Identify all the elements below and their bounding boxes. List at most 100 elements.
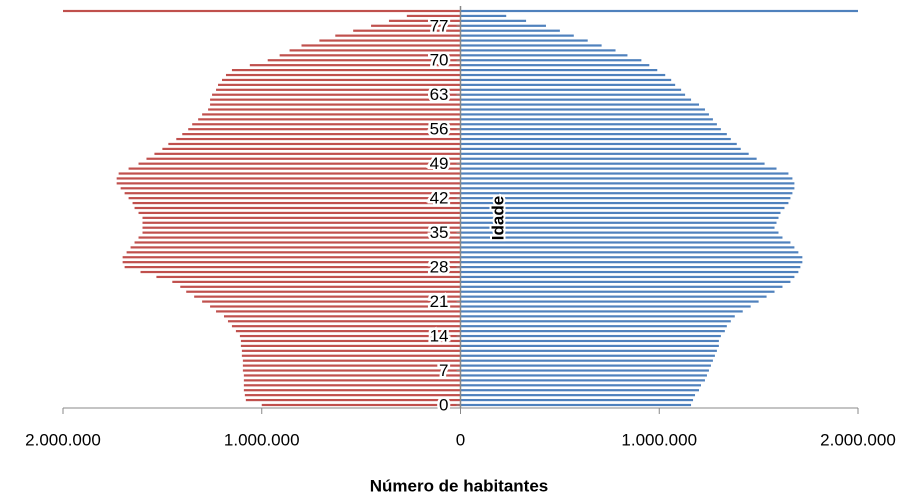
- bar: [460, 93, 686, 96]
- bar: [134, 241, 461, 244]
- bar: [242, 369, 461, 372]
- bar: [460, 251, 799, 254]
- bar: [235, 330, 461, 333]
- bar: [460, 325, 727, 328]
- bar: [120, 187, 461, 190]
- bar: [138, 211, 461, 215]
- bar: [168, 142, 461, 146]
- bar: [460, 83, 676, 86]
- bar: [460, 344, 719, 347]
- y-tick-label: 28: [430, 258, 449, 277]
- bar: [460, 374, 707, 377]
- bar: [460, 29, 560, 32]
- x-tick-label: 2.000.000: [820, 430, 896, 449]
- bar: [460, 339, 719, 343]
- bar: [460, 246, 795, 249]
- y-axis-label: Idade: [488, 196, 507, 240]
- bar: [249, 64, 461, 67]
- bar: [202, 300, 461, 303]
- bar: [335, 34, 461, 37]
- bar: [460, 147, 741, 150]
- bar: [162, 147, 461, 150]
- x-tick-label: 1.000.000: [621, 430, 697, 449]
- bar: [460, 275, 795, 279]
- bar: [301, 44, 461, 47]
- bar: [212, 93, 461, 96]
- bar: [267, 59, 461, 62]
- bar: [460, 103, 699, 106]
- bar: [460, 206, 785, 210]
- bar: [245, 398, 461, 402]
- bar: [460, 182, 795, 185]
- bar: [460, 394, 696, 397]
- bar: [460, 330, 725, 333]
- bar: [460, 201, 789, 205]
- bar: [176, 137, 461, 141]
- bar: [289, 49, 461, 52]
- bar: [460, 270, 799, 274]
- bar: [460, 152, 749, 155]
- bar: [118, 172, 461, 175]
- bar: [210, 103, 461, 106]
- bar: [198, 118, 461, 121]
- bar: [460, 241, 791, 244]
- bar: [231, 325, 461, 328]
- bar: [216, 310, 461, 313]
- bar: [242, 359, 461, 362]
- bar: [142, 216, 461, 219]
- bar: [240, 344, 461, 347]
- bar: [460, 216, 779, 219]
- bar: [460, 49, 616, 52]
- x-tick-label: 2.000.000: [25, 430, 101, 449]
- bar: [460, 266, 801, 269]
- y-tick-label: 7: [439, 361, 448, 380]
- bar: [460, 310, 743, 313]
- bar: [134, 206, 461, 210]
- bar: [460, 334, 721, 338]
- bar: [240, 339, 461, 343]
- bar: [222, 78, 461, 82]
- bar: [460, 167, 777, 170]
- bar: [319, 39, 461, 42]
- bar: [460, 403, 692, 407]
- x-tick-label: 1.000.000: [224, 430, 300, 449]
- bar: [122, 256, 461, 259]
- y-tick-label: 14: [430, 327, 449, 346]
- bar: [223, 315, 461, 318]
- bar: [460, 78, 672, 82]
- bar: [138, 162, 461, 165]
- bar: [210, 98, 461, 101]
- bar: [243, 374, 461, 377]
- bar: [146, 157, 461, 160]
- bar: [460, 398, 694, 402]
- bar: [140, 270, 461, 274]
- bar: [460, 295, 767, 298]
- bar: [460, 320, 731, 323]
- bar: [188, 128, 461, 131]
- bar: [225, 73, 461, 77]
- y-tick-label: 42: [430, 189, 449, 208]
- bar: [460, 172, 789, 175]
- bar: [460, 9, 858, 13]
- bar: [460, 14, 507, 18]
- bar: [460, 54, 628, 57]
- bar: [156, 275, 461, 279]
- bar: [241, 354, 461, 357]
- bar: [460, 24, 546, 27]
- bar: [460, 354, 715, 357]
- bar: [261, 403, 461, 407]
- bar: [460, 137, 731, 141]
- bar: [122, 261, 461, 264]
- bar: [231, 69, 461, 72]
- bar: [128, 197, 461, 200]
- bar: [460, 226, 775, 229]
- bar: [460, 34, 574, 37]
- bar: [138, 236, 461, 239]
- y-tick-label: 21: [430, 292, 449, 311]
- bar: [243, 389, 461, 392]
- bar: [460, 305, 751, 308]
- bar: [128, 167, 461, 170]
- bar: [460, 73, 666, 77]
- bar: [460, 192, 793, 195]
- bar: [460, 108, 705, 111]
